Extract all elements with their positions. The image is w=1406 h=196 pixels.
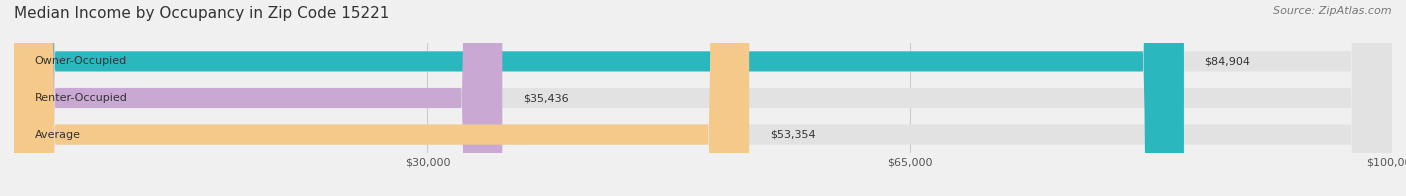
Text: Owner-Occupied: Owner-Occupied — [35, 56, 127, 66]
Text: Average: Average — [35, 130, 80, 140]
FancyBboxPatch shape — [14, 0, 749, 196]
Text: Source: ZipAtlas.com: Source: ZipAtlas.com — [1274, 6, 1392, 16]
Text: $84,904: $84,904 — [1205, 56, 1250, 66]
FancyBboxPatch shape — [14, 0, 1392, 196]
Text: Renter-Occupied: Renter-Occupied — [35, 93, 128, 103]
FancyBboxPatch shape — [14, 0, 1392, 196]
Text: $53,354: $53,354 — [770, 130, 815, 140]
FancyBboxPatch shape — [14, 0, 1392, 196]
FancyBboxPatch shape — [14, 0, 1184, 196]
Text: Median Income by Occupancy in Zip Code 15221: Median Income by Occupancy in Zip Code 1… — [14, 6, 389, 21]
Text: $35,436: $35,436 — [523, 93, 568, 103]
FancyBboxPatch shape — [14, 0, 502, 196]
